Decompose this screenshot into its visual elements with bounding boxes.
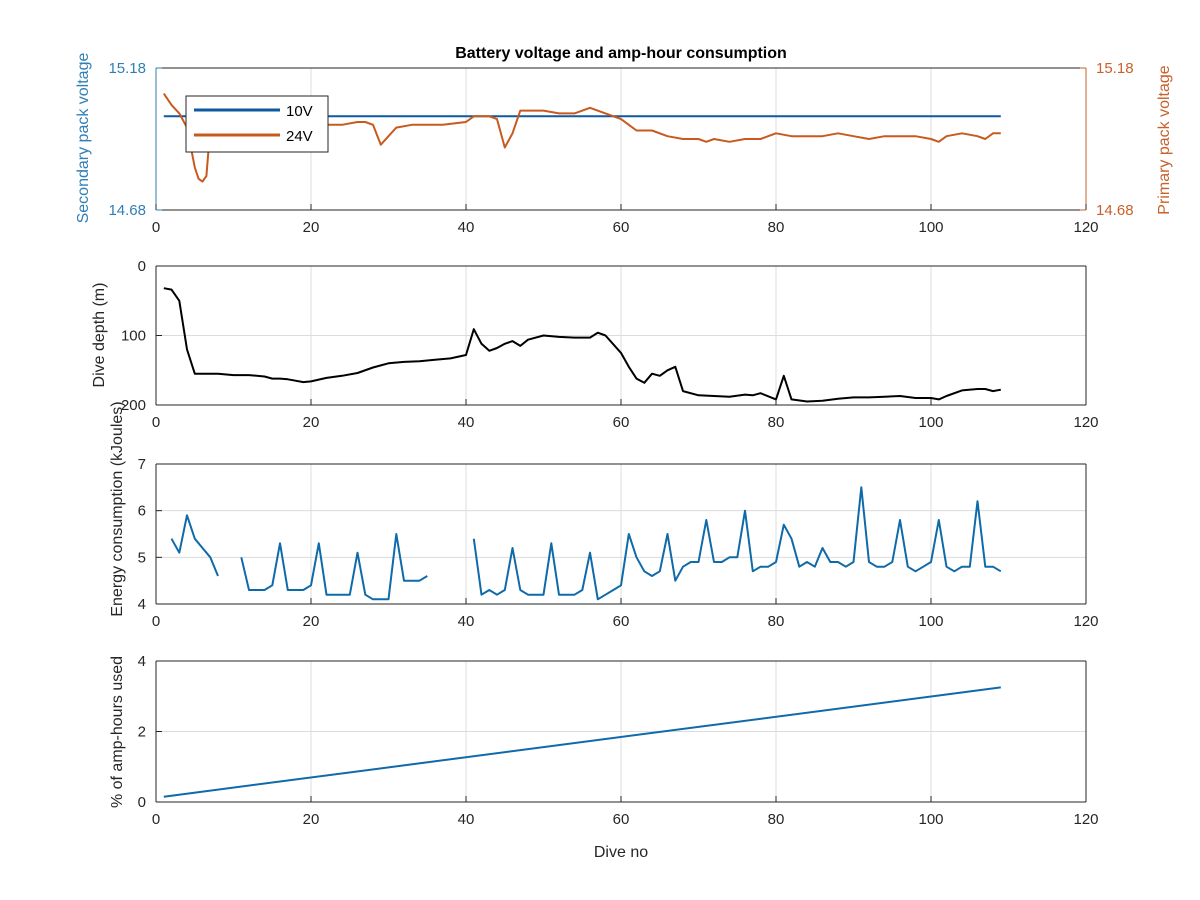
- x-tick-label: 40: [458, 811, 475, 828]
- series-line-0: [163, 686, 1001, 798]
- legend-label-10v: 10V: [286, 103, 313, 120]
- amp-hours-panel: % of amp-hours used Dive no 0 20 40 60 80 100…: [109, 653, 1099, 861]
- y-tick-label: 100: [121, 328, 146, 345]
- x-tick-label: 100: [918, 613, 943, 630]
- energy-y-axis-label: Energy consumption (kJoules): [109, 401, 126, 616]
- x-tick-label: 120: [1073, 613, 1098, 630]
- energy-panel: Energy consumption (kJoules) 0 20 40 60 80 10…: [109, 401, 1099, 630]
- series-line-0: [163, 287, 1001, 403]
- y-tick-label: 4: [138, 596, 146, 613]
- x-tick-label: 20: [303, 811, 320, 828]
- y-tick-label: 6: [138, 503, 146, 520]
- x-tick-label: 0: [152, 811, 160, 828]
- depth-panel: Dive depth (m) 0 20 40 60 80 100 120 0 100 200: [91, 258, 1099, 431]
- x-tick-label: 40: [458, 613, 475, 630]
- y-tick-label: 0: [138, 794, 146, 811]
- x-tick-label: 0: [152, 414, 160, 431]
- y-tick-label: 15.18: [108, 60, 146, 77]
- legend-label-24v: 24V: [286, 128, 313, 145]
- legend-box: [185, 95, 329, 153]
- y-tick-label: 2: [138, 724, 146, 741]
- x-tick-label: 60: [613, 811, 630, 828]
- right-y-axis-label: Primary pack voltage: [1156, 65, 1173, 214]
- right-y-tick-label: 14.68: [1096, 202, 1134, 219]
- chart-title: Battery voltage and amp-hour consumption: [455, 45, 787, 62]
- x-axis-label: Dive no: [594, 844, 648, 861]
- x-tick-label: 100: [918, 414, 943, 431]
- right-y-tick-label: 15.18: [1096, 60, 1134, 77]
- y-tick-label: 200: [121, 397, 146, 414]
- y-tick-label: 14.68: [108, 202, 146, 219]
- x-tick-label: 40: [458, 414, 475, 431]
- series-line-0-segment-2: [472, 486, 1002, 601]
- x-tick-label: 80: [768, 613, 785, 630]
- x-tick-label: 100: [918, 811, 943, 828]
- x-tick-label: 0: [152, 219, 160, 236]
- y-tick-label: 0: [138, 258, 146, 275]
- x-tick-label: 120: [1073, 811, 1098, 828]
- x-tick-label: 60: [613, 414, 630, 431]
- y-tick-label: 7: [138, 456, 146, 473]
- x-tick-label: 100: [918, 219, 943, 236]
- x-tick-label: 120: [1073, 414, 1098, 431]
- x-tick-label: 120: [1073, 219, 1098, 236]
- y-tick-label: 4: [138, 653, 146, 670]
- left-y-axis-label: Secondary pack voltage: [75, 53, 92, 224]
- x-tick-label: 60: [613, 613, 630, 630]
- x-tick-label: 40: [458, 219, 475, 236]
- voltage-panel: Battery voltage and amp-hour consumption…: [75, 45, 1173, 236]
- x-tick-label: 60: [613, 219, 630, 236]
- y-tick-label: 5: [138, 549, 146, 566]
- series-line-0-segment-1: [240, 533, 428, 601]
- legend: 10V 24V: [185, 95, 329, 153]
- x-tick-label: 80: [768, 219, 785, 236]
- series-line-0-segment-0: [170, 514, 219, 577]
- x-tick-label: 20: [303, 414, 320, 431]
- depth-y-axis-label: Dive depth (m): [91, 283, 108, 388]
- x-tick-label: 80: [768, 414, 785, 431]
- amp-hours-y-axis-label: % of amp-hours used: [109, 656, 126, 808]
- x-tick-label: 20: [303, 613, 320, 630]
- x-tick-label: 20: [303, 219, 320, 236]
- x-tick-label: 0: [152, 613, 160, 630]
- x-tick-label: 80: [768, 811, 785, 828]
